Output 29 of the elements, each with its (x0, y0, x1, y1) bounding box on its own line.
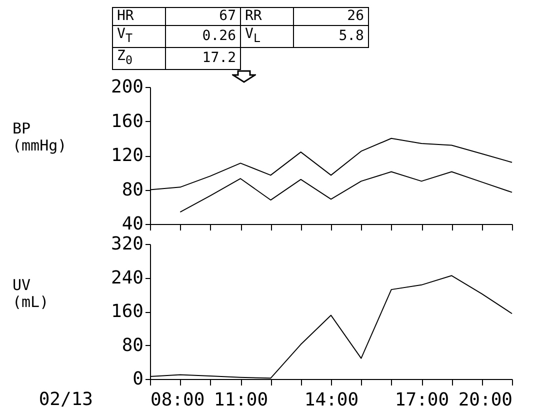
text: V$_{T}$ (112, 26, 166, 48)
y-tick-label: 320 (110, 234, 144, 254)
y-axis-title: BP (mmHg) (12, 120, 67, 155)
y-tick-label: 160 (110, 110, 144, 132)
x-tick-label: 20:00 (458, 390, 512, 410)
text: 26 (294, 8, 368, 26)
text: 67 (166, 8, 240, 26)
x-tick-label: 14:00 (304, 390, 359, 410)
y-axis-title: UV (mL) (12, 276, 49, 311)
line-series (180, 171, 512, 213)
text: 5.8 (294, 26, 368, 48)
text: 17.2 (166, 47, 240, 70)
text: 0.26 (166, 26, 240, 48)
text: Z$_{0}$ (112, 47, 166, 70)
x-tick-label: 17:00 (394, 390, 450, 410)
x-tick-label: 08:00 (150, 390, 205, 410)
y-tick-label: 240 (110, 267, 144, 288)
y-tick-label: 200 (110, 76, 144, 98)
x-tick-label: 11:00 (214, 390, 268, 410)
y-tick-label: 80 (122, 334, 144, 356)
y-tick-label: 80 (122, 179, 144, 200)
text: 02/13 (38, 389, 93, 410)
y-tick-label: 160 (110, 301, 144, 322)
text: V$_{L}$ (240, 26, 294, 48)
y-tick-label: 40 (122, 214, 144, 234)
text: HR (112, 8, 166, 26)
y-tick-label: 0 (132, 368, 144, 390)
text: RR (240, 8, 294, 26)
y-tick-label: 120 (110, 145, 144, 166)
